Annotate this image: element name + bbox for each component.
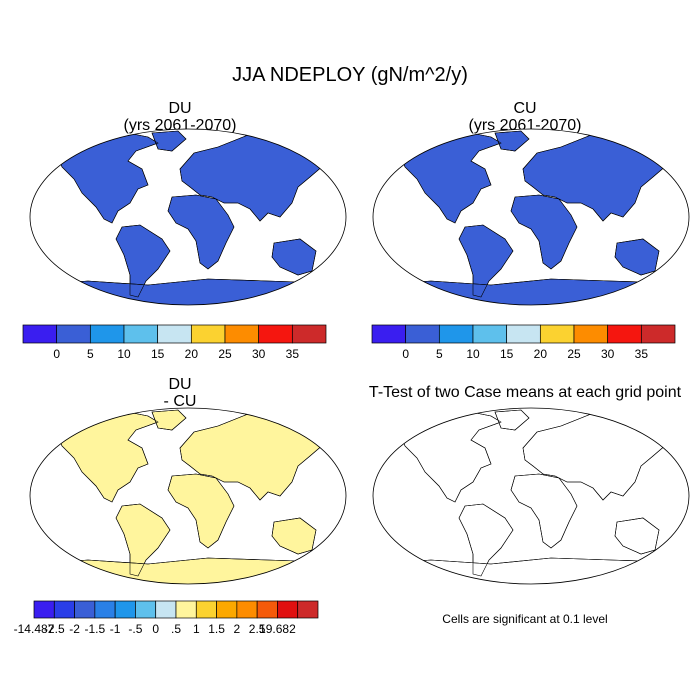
colorbar-swatch — [405, 324, 440, 344]
colorbar-tick-label: 1 — [193, 622, 200, 636]
colorbar-swatch — [157, 324, 192, 344]
colorbar-tick-label: -1 — [110, 622, 121, 636]
colorbar-swatch — [539, 324, 575, 344]
panel-title-diff-line1: DU — [168, 376, 192, 393]
colorbar-tick-label: 15 — [500, 347, 514, 361]
colorbar-tick-label: 5 — [436, 347, 443, 361]
colorbar-tick-label: 25 — [218, 347, 232, 361]
colorbar-tick-label: 0 — [53, 347, 60, 361]
colorbar-tick-label: 10 — [466, 347, 480, 361]
panel-title-cu-line1: CU — [513, 100, 537, 117]
colorbar-swatch — [371, 324, 407, 344]
colorbar-swatch — [258, 324, 293, 344]
colorbar-tick-label: -2 — [69, 622, 80, 636]
colorbar-swatch — [506, 324, 541, 344]
colorbar-tick-label: 2.5 — [249, 622, 266, 636]
figure-title: JJA NDEPLOY (gN/m^2/y) — [232, 64, 468, 86]
map-cu — [372, 128, 690, 306]
colorbar-swatch — [53, 600, 75, 619]
colorbar-swatch — [22, 324, 58, 344]
colorbar-swatch — [190, 324, 226, 344]
colorbar-tick-label: -.5 — [128, 622, 142, 636]
colorbar-swatch — [89, 324, 125, 344]
map-du — [29, 128, 347, 306]
colorbar-swatch — [224, 324, 260, 344]
map-du-minus-cu — [29, 407, 347, 585]
colorbar-swatch — [573, 324, 609, 344]
colorbar-tick-label: 2 — [234, 622, 241, 636]
colorbar-tick-label: 35 — [286, 347, 300, 361]
colorbar-swatch — [640, 324, 676, 344]
colorbar-swatch — [123, 324, 159, 344]
colorbar-cu: 0 5 10 15 20 25 30 35 — [371, 324, 676, 361]
colorbar-tick-label: 35 — [635, 347, 649, 361]
colorbar-swatch — [74, 600, 96, 619]
colorbar-swatch — [155, 600, 177, 619]
colorbar-tick-label: 19.682 — [259, 622, 296, 636]
colorbar-tick-label: 0 — [152, 622, 159, 636]
colorbar-diff: -14.487-2.5 -2 -1.5 -1 -.5 0 .5 1 1.5 2 2.519.682 — [14, 600, 319, 636]
colorbar-tick-label: 1.5 — [208, 622, 225, 636]
panel-title-diff-line2: - CU — [163, 393, 197, 410]
colorbar-swatch — [135, 600, 157, 619]
colorbar-swatch — [56, 324, 91, 344]
colorbar-swatch — [291, 324, 327, 344]
colorbar-swatch — [277, 600, 299, 619]
colorbar-tick-label: 20 — [185, 347, 199, 361]
significance-note: Cells are significant at 0.1 level — [442, 612, 608, 626]
colorbar-swatch — [114, 600, 136, 619]
colorbar-tick-label: 30 — [601, 347, 615, 361]
colorbar-swatch — [438, 324, 474, 344]
colorbar-swatch — [607, 324, 642, 344]
colorbar-tick-label: 30 — [252, 347, 266, 361]
panel-title-diff: DU - CU — [80, 376, 280, 410]
colorbar-swatch — [297, 600, 319, 619]
colorbar-swatch — [94, 600, 116, 619]
colorbar-du: 0 5 10 15 20 25 30 35 — [22, 324, 327, 361]
map-ttest — [372, 407, 690, 585]
colorbar-swatch — [195, 600, 217, 619]
colorbar-tick-label: -14.487 — [14, 622, 55, 636]
colorbar-swatch — [256, 600, 278, 619]
colorbar-swatch — [472, 324, 508, 344]
colorbar-tick-label: 25 — [567, 347, 581, 361]
colorbar-swatch — [236, 600, 258, 619]
colorbar-tick-label: -2.5 — [44, 622, 65, 636]
colorbar-tick-label: 10 — [117, 347, 131, 361]
colorbar-tick-label: .5 — [171, 622, 181, 636]
colorbar-swatch — [33, 600, 55, 619]
colorbar-tick-label: 0 — [402, 347, 409, 361]
colorbar-swatch — [216, 600, 238, 619]
colorbar-tick-label: 5 — [87, 347, 94, 361]
colorbar-swatch — [175, 600, 197, 619]
colorbar-tick-label: -1.5 — [85, 622, 106, 636]
colorbar-tick-label: 15 — [151, 347, 165, 361]
panel-title-du-line1: DU — [168, 100, 192, 117]
colorbar-tick-label: 20 — [534, 347, 548, 361]
panel-title-ttest: T-Test of two Case means at each grid po… — [368, 384, 682, 401]
